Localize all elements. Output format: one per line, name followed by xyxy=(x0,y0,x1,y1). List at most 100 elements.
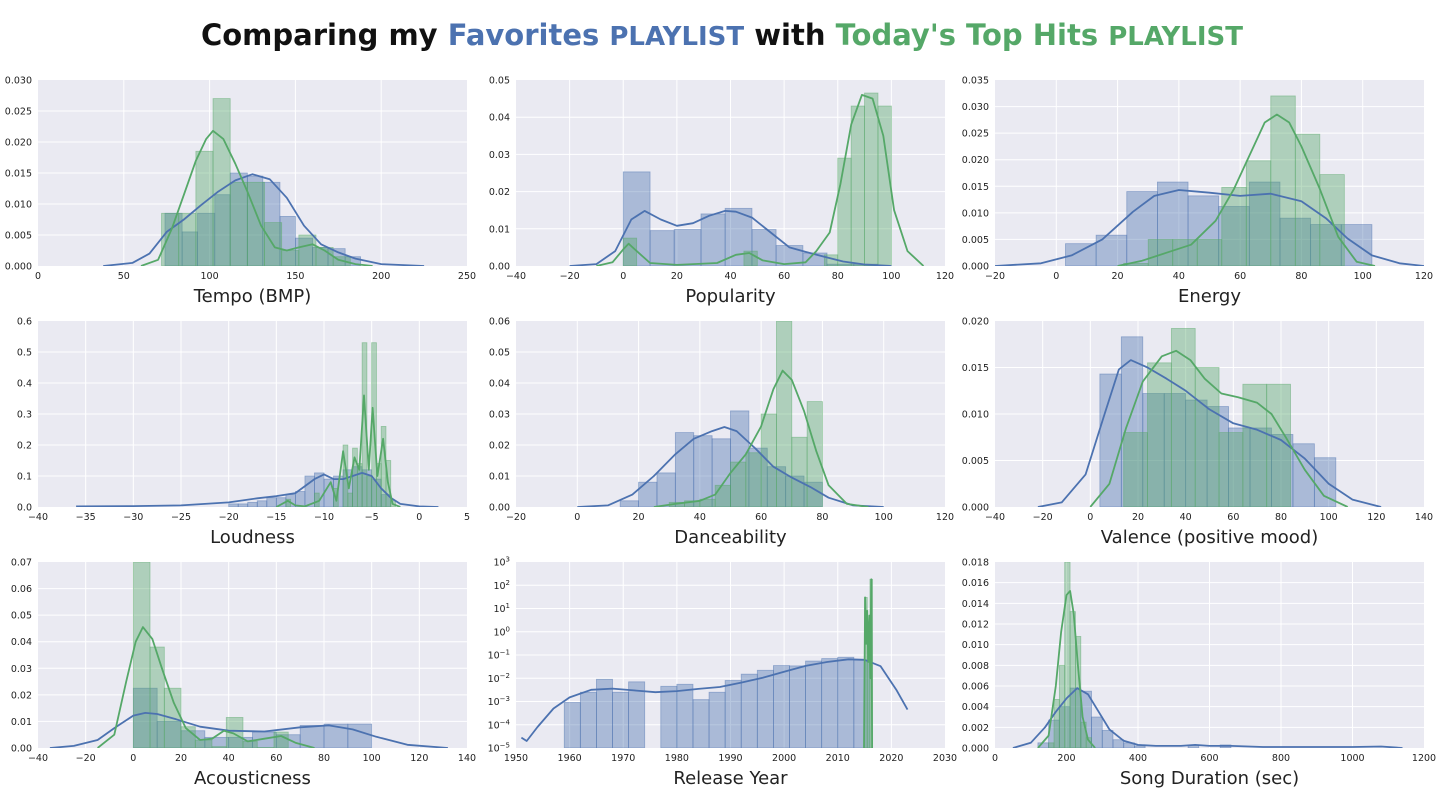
top-hits-histogram-bar xyxy=(1221,186,1247,266)
plot-area xyxy=(1037,328,1382,507)
favorites-histogram-bar xyxy=(692,699,710,748)
favorites-histogram-bar xyxy=(579,691,597,748)
x-tick-label: −40 xyxy=(28,753,48,764)
top-hits-kde-line xyxy=(653,369,869,507)
y-tick-label: 0.04 xyxy=(489,113,510,124)
plot-area xyxy=(1012,562,1403,748)
x-tick-label: 200 xyxy=(1057,753,1075,764)
x-tick-label: 600 xyxy=(1200,753,1218,764)
y-tick-label: 0.005 xyxy=(962,456,989,467)
y-tick-label: 0.014 xyxy=(962,599,989,610)
x-tick-label: −20 xyxy=(985,271,1005,282)
favorites-histogram-bar xyxy=(740,673,758,748)
top-hits-histogram-bar xyxy=(347,492,354,507)
favorites-kde-line xyxy=(49,712,448,748)
top-hits-histogram-bar xyxy=(1218,432,1244,507)
y-tick-label: 0.05 xyxy=(489,348,510,359)
x-axis-label: Popularity xyxy=(685,286,776,307)
favorites-histogram-bar xyxy=(837,656,855,748)
x-tick-label: 100 xyxy=(1320,512,1338,523)
x-tick-label: 1990 xyxy=(718,753,742,764)
plot-area xyxy=(995,95,1424,266)
favorites-histogram-bar xyxy=(789,665,806,748)
x-tick-label: 0 xyxy=(35,271,41,282)
y-tick-label: 0.02 xyxy=(11,690,32,701)
x-tick-label: 2010 xyxy=(826,753,850,764)
x-tick-label: 1000 xyxy=(1340,753,1364,764)
title-lead: Comparing my xyxy=(200,18,438,52)
favorites-histogram-bar xyxy=(1091,716,1103,748)
top-hits-histogram-bar xyxy=(229,181,248,266)
y-tick-label: 0.020 xyxy=(5,138,32,149)
plot-area xyxy=(49,562,448,748)
y-tick-label: 0.04 xyxy=(11,637,32,648)
x-tick-label: 120 xyxy=(936,271,954,282)
top-hits-histogram-bar xyxy=(149,646,165,748)
favorites-histogram-bar xyxy=(1187,195,1220,266)
y-tick-label: 0.02 xyxy=(489,441,510,452)
favorites-histogram-bar xyxy=(1134,745,1146,748)
top-hits-histogram-bar xyxy=(256,747,275,748)
favorites-histogram-bar xyxy=(237,503,249,507)
panel-background xyxy=(38,562,467,748)
x-tick-label: 1200 xyxy=(1412,753,1436,764)
y-tick-label: 0.2 xyxy=(17,441,32,452)
y-tick-label: 10−3 xyxy=(488,695,510,708)
x-tick-label: 0 xyxy=(416,512,422,523)
favorites-histogram-bar xyxy=(700,213,726,266)
top-hits-kde-line xyxy=(97,626,315,748)
plot-area xyxy=(103,98,425,266)
panel-2: −40 −20 0 20 40 60 80 100 120 0.00 0.01 0.02 0.03 0.0… xyxy=(489,76,954,308)
y-tick-label: 0.030 xyxy=(5,76,32,87)
top-hits-histogram-bar xyxy=(837,157,852,266)
y-tick-label: 102 xyxy=(493,579,510,592)
top-hits-histogram-bar xyxy=(194,739,213,748)
y-tick-label: 0.07 xyxy=(11,558,32,569)
y-tick-label: 0.01 xyxy=(11,717,32,728)
x-tick-label: −20 xyxy=(506,512,526,523)
x-tick-label: 50 xyxy=(118,271,130,282)
x-tick-label: 140 xyxy=(1415,512,1433,523)
y-tick-label: 0.00 xyxy=(489,503,510,514)
x-tick-label: 20 xyxy=(175,753,187,764)
x-tick-label: 80 xyxy=(816,512,828,523)
y-tick-label: 0.008 xyxy=(962,661,989,672)
x-tick-label: −40 xyxy=(985,512,1005,523)
panel-7: −40 −20 0 20 40 60 80 100 120 140 0.00 0.01 0.02 0.03… xyxy=(11,558,476,790)
x-tick-label: 100 xyxy=(882,271,900,282)
favorites-histogram-bar xyxy=(656,472,676,507)
y-tick-label: 0.004 xyxy=(962,702,989,713)
y-tick-label: 10−1 xyxy=(488,649,510,662)
x-tick-label: −40 xyxy=(506,271,526,282)
favorites-histogram-bar xyxy=(649,230,675,266)
x-tick-label: 120 xyxy=(1367,512,1385,523)
x-tick-label: 140 xyxy=(458,753,476,764)
x-tick-label: 1980 xyxy=(665,753,689,764)
panel-5: −20 0 20 40 60 80 100 120 0.00 0.01 0.02 0.03 0.04 0.… xyxy=(489,317,954,549)
y-tick-label: 0.6 xyxy=(17,317,32,328)
favorites-histogram-bar xyxy=(228,503,239,507)
top-hits-histogram-bar xyxy=(281,250,300,266)
x-axis-label: Song Duration (sec) xyxy=(1120,768,1299,789)
y-tick-label: 0.00 xyxy=(489,262,510,273)
y-tick-label: 0.05 xyxy=(489,76,510,87)
y-tick-label: 0.3 xyxy=(17,410,32,421)
favorites-histogram-bar xyxy=(1112,739,1125,748)
x-tick-label: −20 xyxy=(219,512,239,523)
favorites-histogram-bar xyxy=(676,683,694,748)
y-tick-label: 0.1 xyxy=(17,472,32,483)
y-tick-label: 0.01 xyxy=(489,472,510,483)
favorites-histogram-bar xyxy=(756,669,774,748)
x-tick-label: 120 xyxy=(936,512,954,523)
y-tick-label: 0.02 xyxy=(489,187,510,198)
y-tick-label: 0.030 xyxy=(962,102,989,113)
x-tick-label: 1970 xyxy=(611,753,635,764)
favorites-histogram-bar xyxy=(563,702,581,748)
x-tick-label: 40 xyxy=(694,512,706,523)
title-favorites-suffix: PLAYLIST xyxy=(609,22,745,52)
panel-1: 0 50 100 150 200 250 0.000 0.005 0.010 0.015 0.020… xyxy=(5,76,476,308)
favorites-kde-line xyxy=(103,173,425,266)
favorites-kde-line xyxy=(569,209,892,266)
x-tick-label: 0 xyxy=(1053,271,1059,282)
favorites-kde-line xyxy=(577,426,884,507)
